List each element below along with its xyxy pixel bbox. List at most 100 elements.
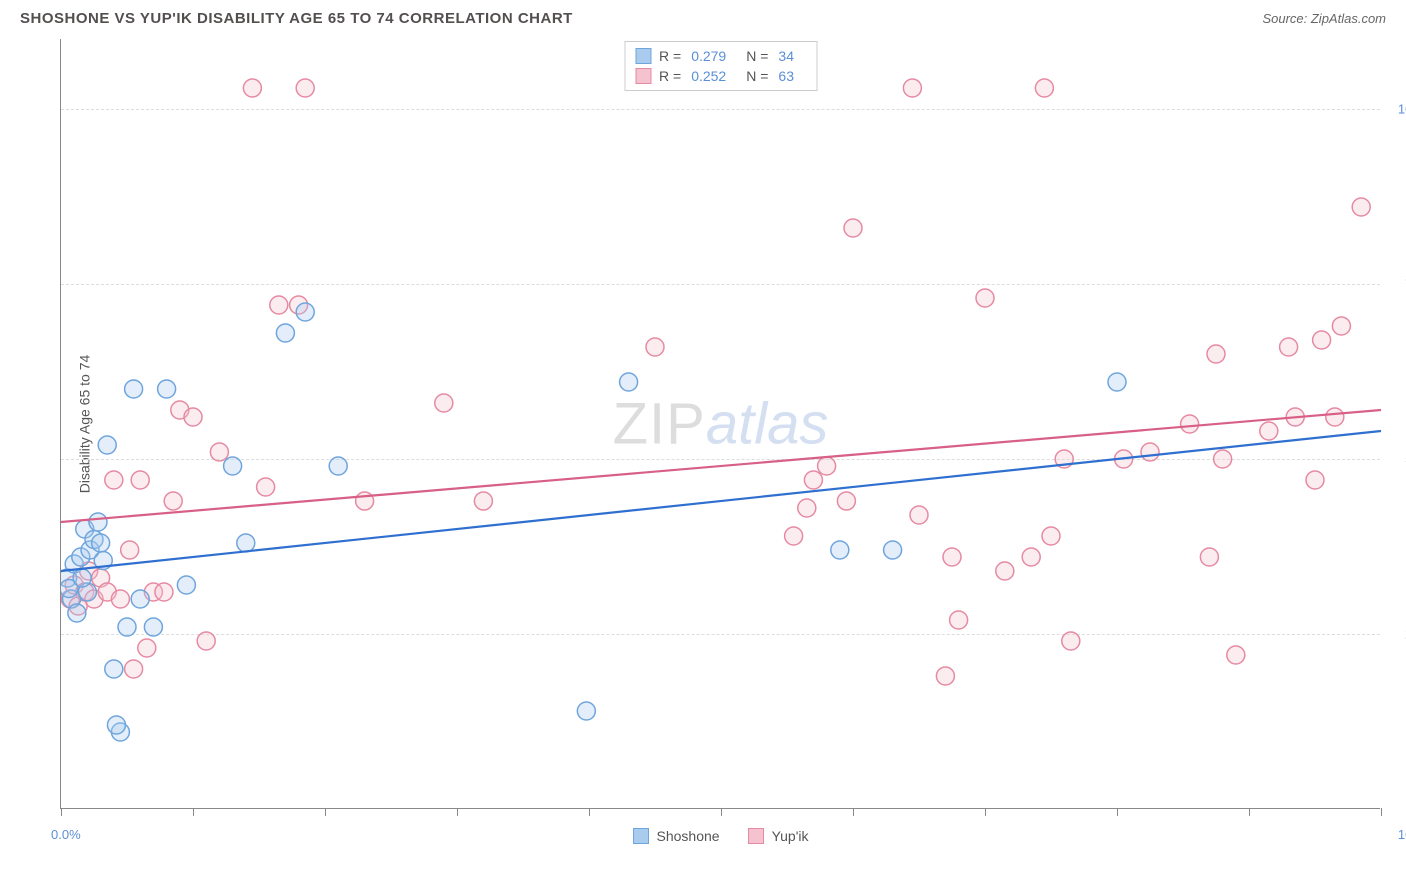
scatter-point [831,541,849,559]
scatter-point [184,408,202,426]
source-attribution: Source: ZipAtlas.com [1262,11,1386,26]
scatter-point [1042,527,1060,545]
scatter-point [1227,646,1245,664]
scatter-point [296,79,314,97]
scatter-point [1181,415,1199,433]
scatter-point [158,380,176,398]
scatter-point [910,506,928,524]
legend-label: Yup'ik [772,828,809,844]
scatter-point [1207,345,1225,363]
x-tick [1381,808,1382,816]
scatter-point [996,562,1014,580]
x-tick [589,808,590,816]
scatter-point [92,534,110,552]
scatter-point [1306,471,1324,489]
x-tick [1117,808,1118,816]
legend-N-label: N = [746,68,768,84]
legend-item-shoshone: Shoshone [633,828,720,844]
scatter-point [105,660,123,678]
scatter-point [257,478,275,496]
legend-R-value: 0.279 [691,48,726,64]
legend-stats-row: R = 0.252 N = 63 [635,66,806,86]
scatter-point [1332,317,1350,335]
scatter-point [1280,338,1298,356]
scatter-point [197,632,215,650]
legend-N-value: 63 [778,68,794,84]
scatter-point [1022,548,1040,566]
scatter-point [1326,408,1344,426]
scatter-point [144,618,162,636]
scatter-point [131,471,149,489]
scatter-point [98,436,116,454]
x-tick [193,808,194,816]
scatter-point [620,373,638,391]
scatter-point [125,380,143,398]
scatter-point [68,604,86,622]
scatter-point [125,660,143,678]
scatter-point [121,541,139,559]
scatter-point [936,667,954,685]
scatter-point [1200,548,1218,566]
legend-R-label: R = [659,68,681,84]
x-tick [325,808,326,816]
legend-swatch-shoshone [633,828,649,844]
scatter-point [243,79,261,97]
legend-N-value: 34 [778,48,794,64]
x-tick [985,808,986,816]
y-tick-label: 100.0% [1398,102,1406,117]
scatter-point [1108,373,1126,391]
scatter-point [237,534,255,552]
scatter-point [1035,79,1053,97]
trend-line [61,410,1381,522]
scatter-point [164,492,182,510]
plot-area: ZIPatlas R = 0.279 N = 34 R = 0.252 N = … [60,39,1380,809]
scatter-point [138,639,156,657]
scatter-point [1141,443,1159,461]
scatter-point [435,394,453,412]
x-tick [457,808,458,816]
scatter-plot-svg [61,39,1381,809]
scatter-point [155,583,173,601]
x-tick [1249,808,1250,816]
legend-swatch-yupik [748,828,764,844]
scatter-point [976,289,994,307]
legend-R-label: R = [659,48,681,64]
scatter-point [577,702,595,720]
legend-R-value: 0.252 [691,68,726,84]
scatter-point [105,471,123,489]
legend-series: Shoshone Yup'ik [633,828,809,844]
scatter-point [646,338,664,356]
scatter-point [270,296,288,314]
scatter-point [785,527,803,545]
scatter-point [798,499,816,517]
scatter-point [837,492,855,510]
legend-swatch-yupik [635,68,651,84]
scatter-point [276,324,294,342]
scatter-point [177,576,195,594]
x-tick [853,808,854,816]
scatter-point [107,716,125,734]
scatter-point [943,548,961,566]
scatter-point [474,492,492,510]
scatter-point [804,471,822,489]
scatter-point [903,79,921,97]
scatter-point [1313,331,1331,349]
scatter-point [329,457,347,475]
legend-swatch-shoshone [635,48,651,64]
x-axis-max-label: 100.0% [1398,827,1406,842]
chart-container: Disability Age 65 to 74 ZIPatlas R = 0.2… [60,39,1380,809]
scatter-point [111,590,129,608]
scatter-point [296,303,314,321]
scatter-point [950,611,968,629]
scatter-point [1260,422,1278,440]
scatter-point [131,590,149,608]
legend-N-label: N = [746,48,768,64]
scatter-point [818,457,836,475]
scatter-point [210,443,228,461]
legend-item-yupik: Yup'ik [748,828,809,844]
legend-label: Shoshone [657,828,720,844]
x-tick [61,808,62,816]
scatter-point [1352,198,1370,216]
chart-title: SHOSHONE VS YUP'IK DISABILITY AGE 65 TO … [20,10,573,27]
legend-stats: R = 0.279 N = 34 R = 0.252 N = 63 [624,41,817,91]
